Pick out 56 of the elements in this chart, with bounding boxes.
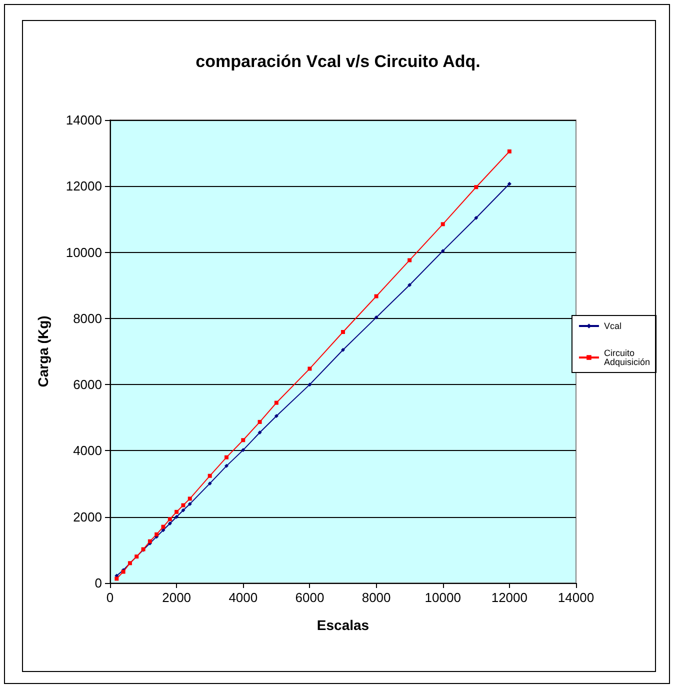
point [161, 524, 166, 529]
y-tick-label: 2000 [73, 509, 102, 524]
point [258, 420, 262, 424]
x-tick-label: 8000 [362, 590, 391, 605]
point [274, 414, 278, 418]
point [224, 455, 228, 460]
y-tick-label: 14000 [66, 112, 102, 128]
point [241, 438, 246, 442]
point [507, 182, 512, 186]
point [168, 521, 172, 526]
point [168, 517, 172, 522]
point [474, 185, 478, 190]
point [408, 258, 412, 262]
point [308, 366, 312, 371]
point [241, 448, 246, 452]
point [181, 508, 186, 512]
point [208, 481, 212, 486]
point [408, 283, 412, 288]
y-axis-title: Carga (Kg) [35, 316, 51, 388]
x-tick-label: 14000 [558, 590, 594, 605]
point [440, 222, 445, 226]
x-tick-label: 4000 [228, 590, 258, 605]
x-tick-label: 0 [106, 590, 114, 605]
x-tick-label: 12000 [491, 590, 528, 605]
point [474, 216, 478, 220]
x-tick-label: 6000 [295, 590, 324, 605]
x-tick-label: 2000 [162, 590, 192, 605]
chart-title: comparación Vcal v/s Circuito Adq. [196, 52, 480, 71]
y-tick-label: 8000 [73, 310, 102, 326]
y-tick-label: 12000 [66, 178, 102, 194]
point [181, 503, 186, 508]
point [188, 502, 192, 506]
point [174, 510, 179, 514]
point [154, 532, 159, 536]
point [174, 514, 179, 519]
point [374, 315, 378, 320]
legend-label: Circuito Adquisición [604, 348, 650, 367]
point [188, 496, 192, 501]
y-tick-label: 0 [94, 576, 102, 590]
point [374, 294, 378, 298]
y-tick-label: 4000 [73, 443, 102, 458]
y-tick-label: 10000 [66, 244, 102, 260]
point [114, 576, 119, 581]
point [507, 149, 512, 154]
point [341, 348, 345, 352]
legend-label: Vcal [604, 321, 622, 331]
x-axis-title: Escalas [316, 617, 370, 633]
point [208, 474, 212, 478]
point [440, 248, 445, 253]
y-tick-label: 6000 [73, 377, 102, 392]
point [224, 464, 228, 468]
x-tick-label: 10000 [424, 590, 461, 605]
point [341, 330, 345, 334]
point [274, 400, 278, 405]
point [258, 430, 262, 435]
point [308, 382, 312, 387]
